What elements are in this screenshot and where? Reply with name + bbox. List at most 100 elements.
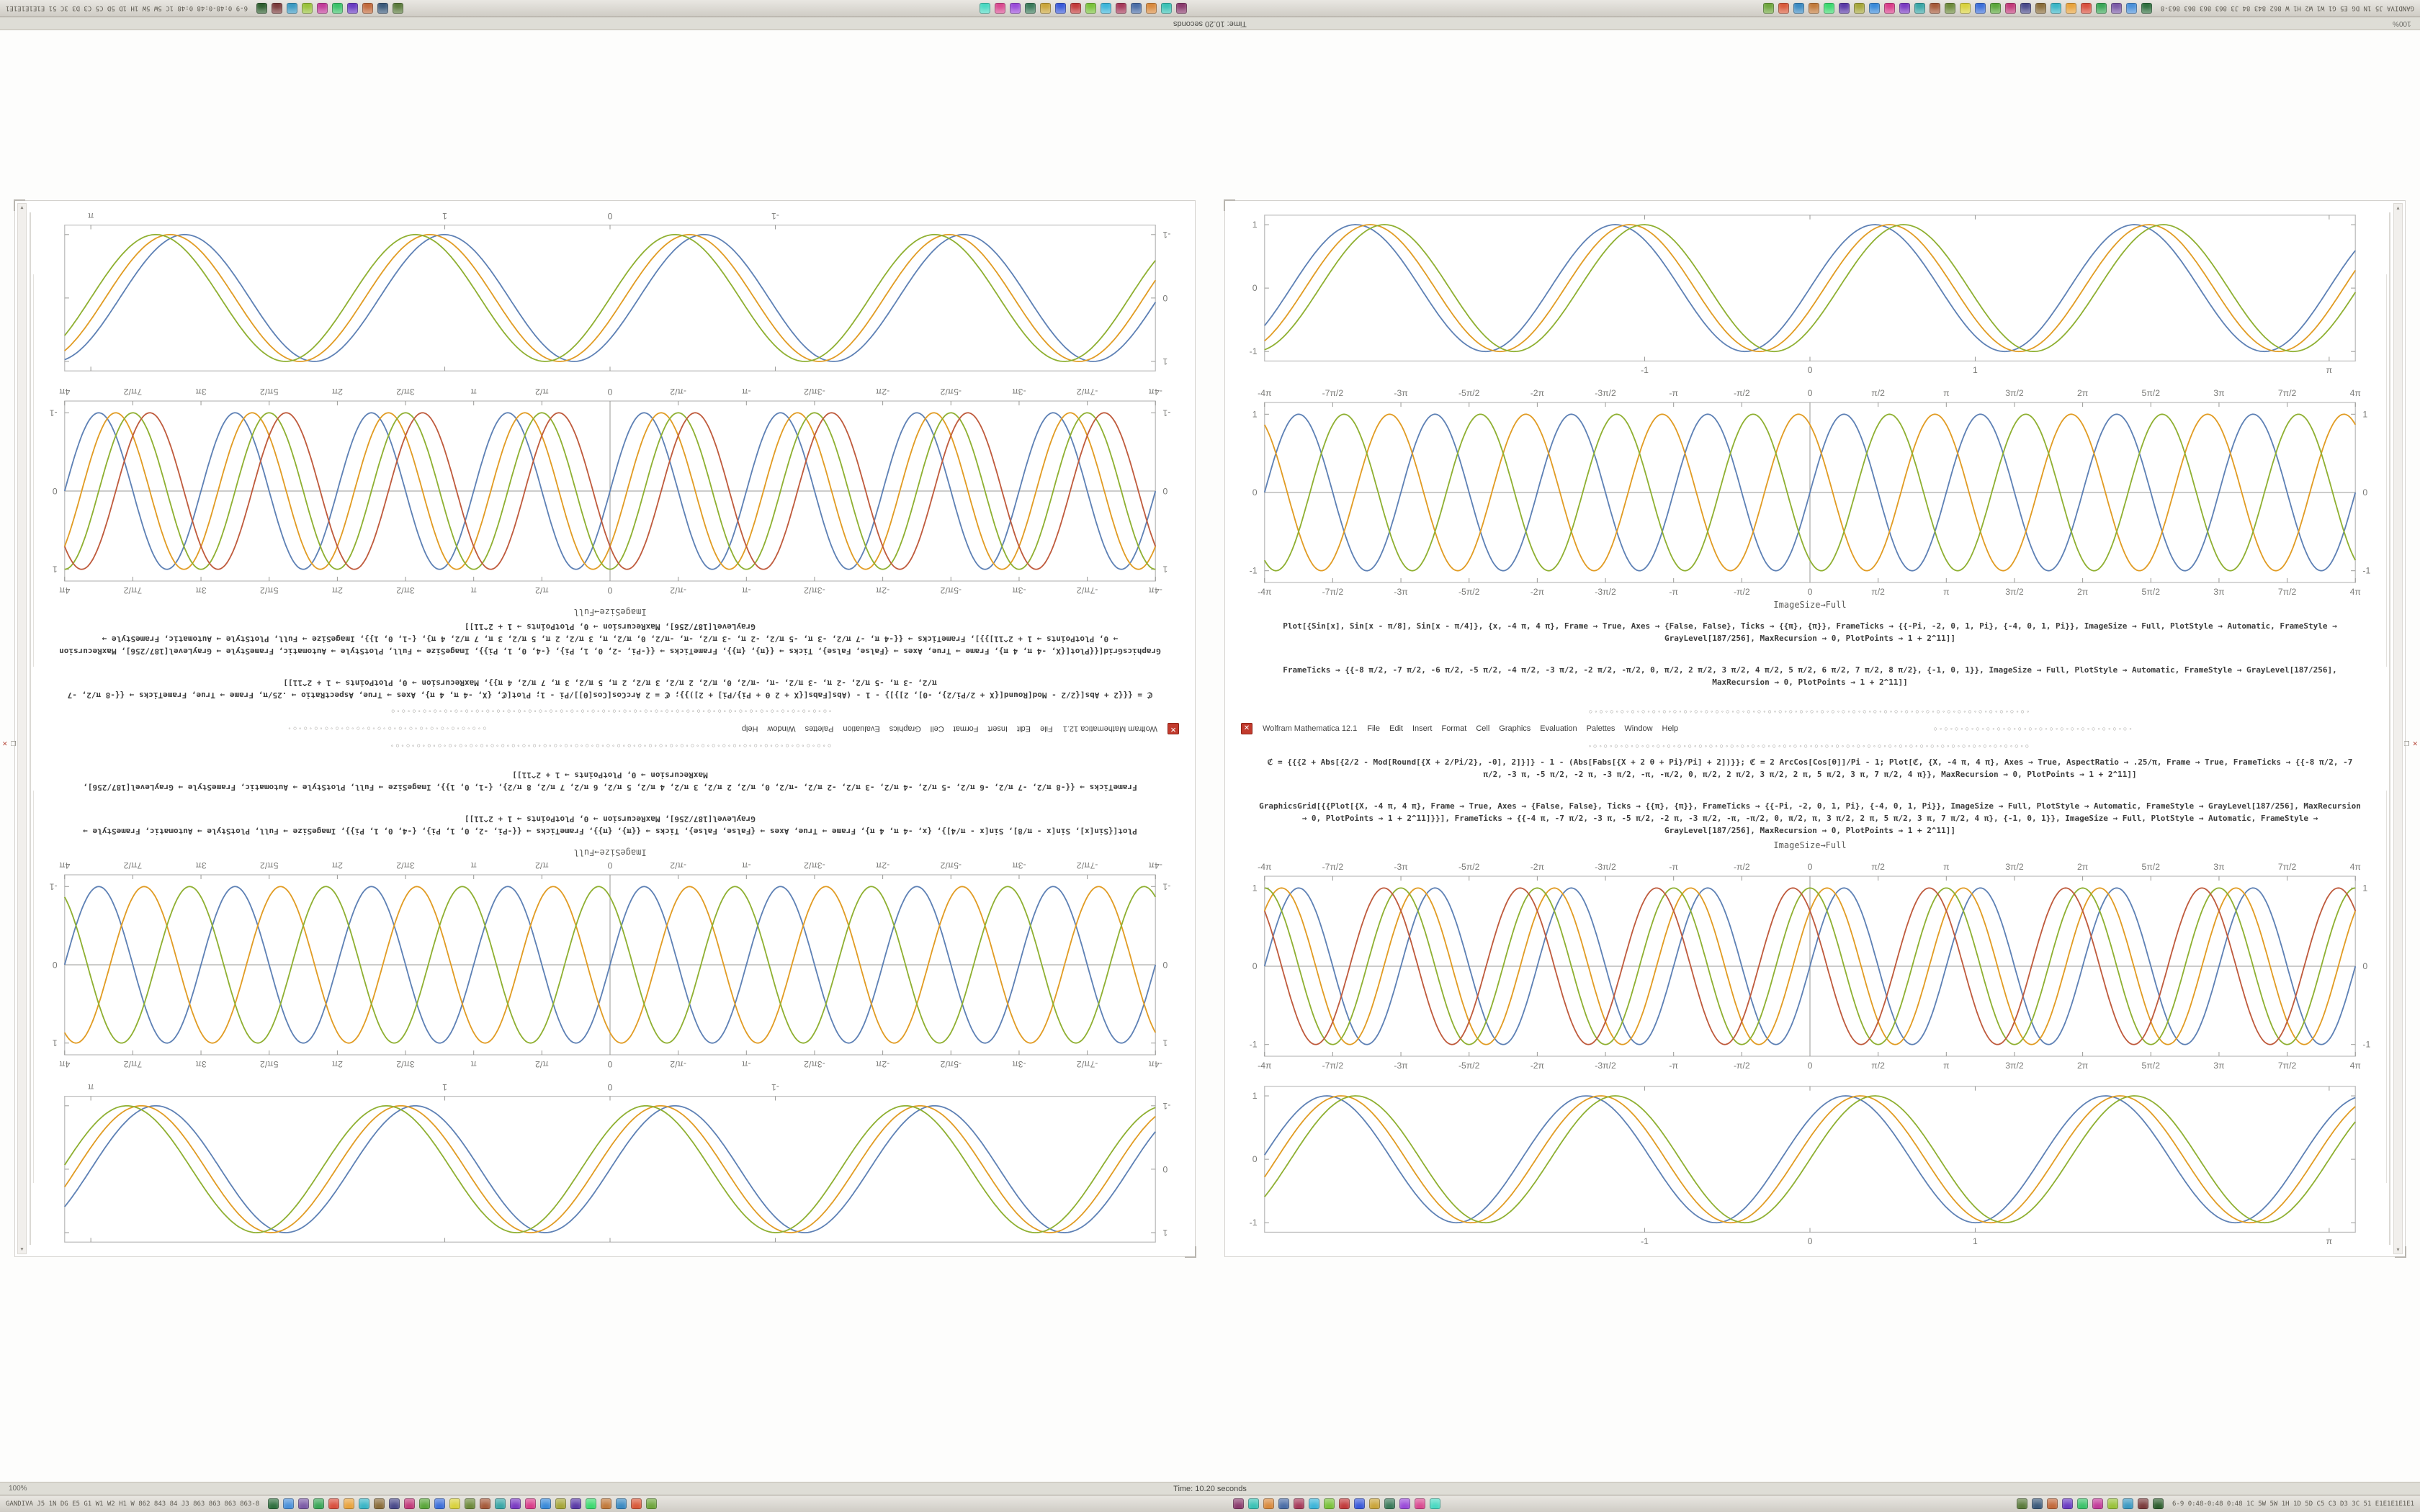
app-icon[interactable] (331, 3, 343, 14)
menu-item-insert[interactable]: Insert (1412, 724, 1433, 733)
menu-item-file[interactable]: File (1040, 724, 1053, 733)
app-icon[interactable] (1160, 3, 1172, 14)
app-icon[interactable] (1024, 3, 1036, 14)
app-icon[interactable] (1263, 1498, 1275, 1509)
app-icon[interactable] (1944, 3, 1955, 14)
app-icon[interactable] (616, 1498, 627, 1509)
app-icon[interactable] (1899, 3, 1910, 14)
app-icon[interactable] (1354, 1498, 1366, 1509)
app-icon[interactable] (449, 1498, 461, 1509)
app-icon[interactable] (1294, 1498, 1305, 1509)
restore-icon[interactable]: ❐ (2403, 740, 2410, 747)
menu-item-insert[interactable]: Insert (987, 724, 1008, 733)
code-cell[interactable]: Plot[{Sin[x], Sin[x - π/8], Sin[x - π/4]… (1283, 621, 2337, 644)
app-icon[interactable] (2092, 1498, 2104, 1509)
app-icon[interactable] (1838, 3, 1850, 14)
app-icon[interactable] (2110, 3, 2122, 14)
app-icon[interactable] (2047, 1498, 2058, 1509)
menu-item-file[interactable]: File (1367, 724, 1380, 733)
app-icon[interactable] (586, 1498, 597, 1509)
app-icon[interactable] (268, 1498, 279, 1509)
app-icon[interactable] (1145, 3, 1157, 14)
app-icon[interactable] (570, 1498, 582, 1509)
app-icon[interactable] (480, 1498, 491, 1509)
restore-icon[interactable]: ❐ (10, 740, 17, 747)
app-icon[interactable] (1175, 3, 1187, 14)
menu-item-format[interactable]: Format (953, 724, 979, 733)
magnification-label[interactable]: 100% (9, 1485, 27, 1493)
app-icon[interactable] (979, 3, 990, 14)
app-icon[interactable] (1914, 3, 1925, 14)
menu-item-graphics[interactable]: Graphics (889, 724, 921, 733)
app-icon[interactable] (1778, 3, 1789, 14)
menu-item-window[interactable]: Window (767, 724, 796, 733)
menu-item-edit[interactable]: Edit (1389, 724, 1403, 733)
app-icon[interactable] (2153, 1498, 2164, 1509)
app-icon[interactable] (419, 1498, 431, 1509)
app-icon[interactable] (1823, 3, 1834, 14)
app-icon[interactable] (465, 1498, 476, 1509)
braid-plot-output-upper[interactable]: -4π -4π -7π/2 -7π/2 -3π -3π -5π/2 -5π/2 -2π -2π -3… (1237, 384, 2383, 600)
code-cell[interactable]: GraphicsGrid[{{Plot[{X, -4 π, 4 π}, Fram… (1259, 801, 2361, 835)
vertical-scrollbar[interactable]: ▴ ▾ (2393, 203, 2403, 1254)
app-icon[interactable] (2141, 3, 2152, 14)
braid-plot-output-lower[interactable]: -4π -4π -7π/2 -7π/2 -3π -3π -5π/2 -5π/2 -2π -2π -3… (1237, 858, 2383, 1074)
app-icon[interactable] (359, 1498, 370, 1509)
app-icon[interactable] (1085, 3, 1096, 14)
app-icon[interactable] (1793, 3, 1804, 14)
code-cell[interactable]: Plot[{Sin[x], Sin[x - π/8], Sin[x - π/4]… (83, 814, 1137, 836)
menu-item-graphics[interactable]: Graphics (1499, 724, 1531, 733)
app-icon[interactable] (286, 3, 297, 14)
app-icon[interactable] (1868, 3, 1880, 14)
sine-plot-output-bottom[interactable]: -1 0 1 π -1 0 1 (1237, 1079, 2383, 1249)
app-icon[interactable] (1009, 3, 1021, 14)
app-icon[interactable] (271, 3, 282, 14)
app-icon[interactable] (2020, 3, 2031, 14)
menu-item-palettes[interactable]: Palettes (805, 724, 834, 733)
code-cell[interactable]: GraphicsGrid[{{Plot[{X, -4 π, 4 π}, Fram… (59, 622, 1161, 657)
app-icon[interactable] (2017, 1498, 2028, 1509)
app-icon[interactable] (1415, 1498, 1426, 1509)
app-icon[interactable] (2050, 3, 2061, 14)
app-icon[interactable] (1248, 1498, 1260, 1509)
app-icon[interactable] (2095, 3, 2107, 14)
app-icon[interactable] (2123, 1498, 2134, 1509)
app-icon[interactable] (495, 1498, 506, 1509)
menu-item-edit[interactable]: Edit (1017, 724, 1031, 733)
app-icon[interactable] (631, 1498, 642, 1509)
app-icon[interactable] (2107, 1498, 2119, 1509)
app-icon[interactable] (525, 1498, 537, 1509)
app-icon[interactable] (316, 3, 328, 14)
app-icon[interactable] (283, 1498, 295, 1509)
menu-item-format[interactable]: Format (1441, 724, 1467, 733)
app-icon[interactable] (1339, 1498, 1350, 1509)
app-icon[interactable] (994, 3, 1005, 14)
sine-plot-output-bottom[interactable]: -1 0 1 π -1 0 1 (37, 208, 1183, 378)
close-icon[interactable]: ✕ (2412, 740, 2418, 747)
app-icon[interactable] (555, 1498, 567, 1509)
menu-item-cell[interactable]: Cell (930, 724, 944, 733)
menu-item-window[interactable]: Window (1624, 724, 1653, 733)
app-icon[interactable] (1309, 1498, 1320, 1509)
close-icon[interactable]: ✕ (1168, 723, 1179, 734)
app-icon[interactable] (1929, 3, 1940, 14)
menu-item-palettes[interactable]: Palettes (1586, 724, 1615, 733)
scroll-down-icon[interactable]: ▾ (20, 204, 24, 211)
braid-plot-output-upper[interactable]: -4π -4π -7π/2 -7π/2 -3π -3π -5π/2 -5π/2 -2π -2π -3… (37, 858, 1183, 1074)
app-icon[interactable] (328, 1498, 340, 1509)
menu-item-evaluation[interactable]: Evaluation (843, 724, 880, 733)
app-icon[interactable] (389, 1498, 400, 1509)
menu-item-help[interactable]: Help (741, 724, 758, 733)
code-cell[interactable]: FrameTicks → {{-8 π/2, -7 π/2, -6 π/2, -… (1283, 665, 2337, 687)
app-icon[interactable] (2080, 3, 2092, 14)
app-icon[interactable] (2004, 3, 2016, 14)
app-icon[interactable] (2077, 1498, 2089, 1509)
app-icon[interactable] (2032, 1498, 2043, 1509)
app-icon[interactable] (540, 1498, 552, 1509)
app-icon[interactable] (362, 3, 373, 14)
app-icon[interactable] (2138, 1498, 2149, 1509)
braid-plot-output-lower[interactable]: -4π -4π -7π/2 -7π/2 -3π -3π -5π/2 -5π/2 -2π -2π -3… (37, 384, 1183, 600)
close-icon[interactable]: ✕ (2, 740, 8, 747)
app-icon[interactable] (1384, 1498, 1396, 1509)
app-icon[interactable] (1324, 1498, 1335, 1509)
